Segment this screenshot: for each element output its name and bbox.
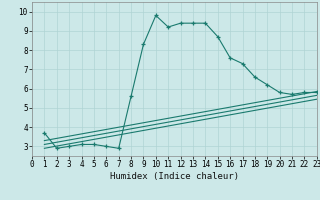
X-axis label: Humidex (Indice chaleur): Humidex (Indice chaleur) (110, 172, 239, 181)
